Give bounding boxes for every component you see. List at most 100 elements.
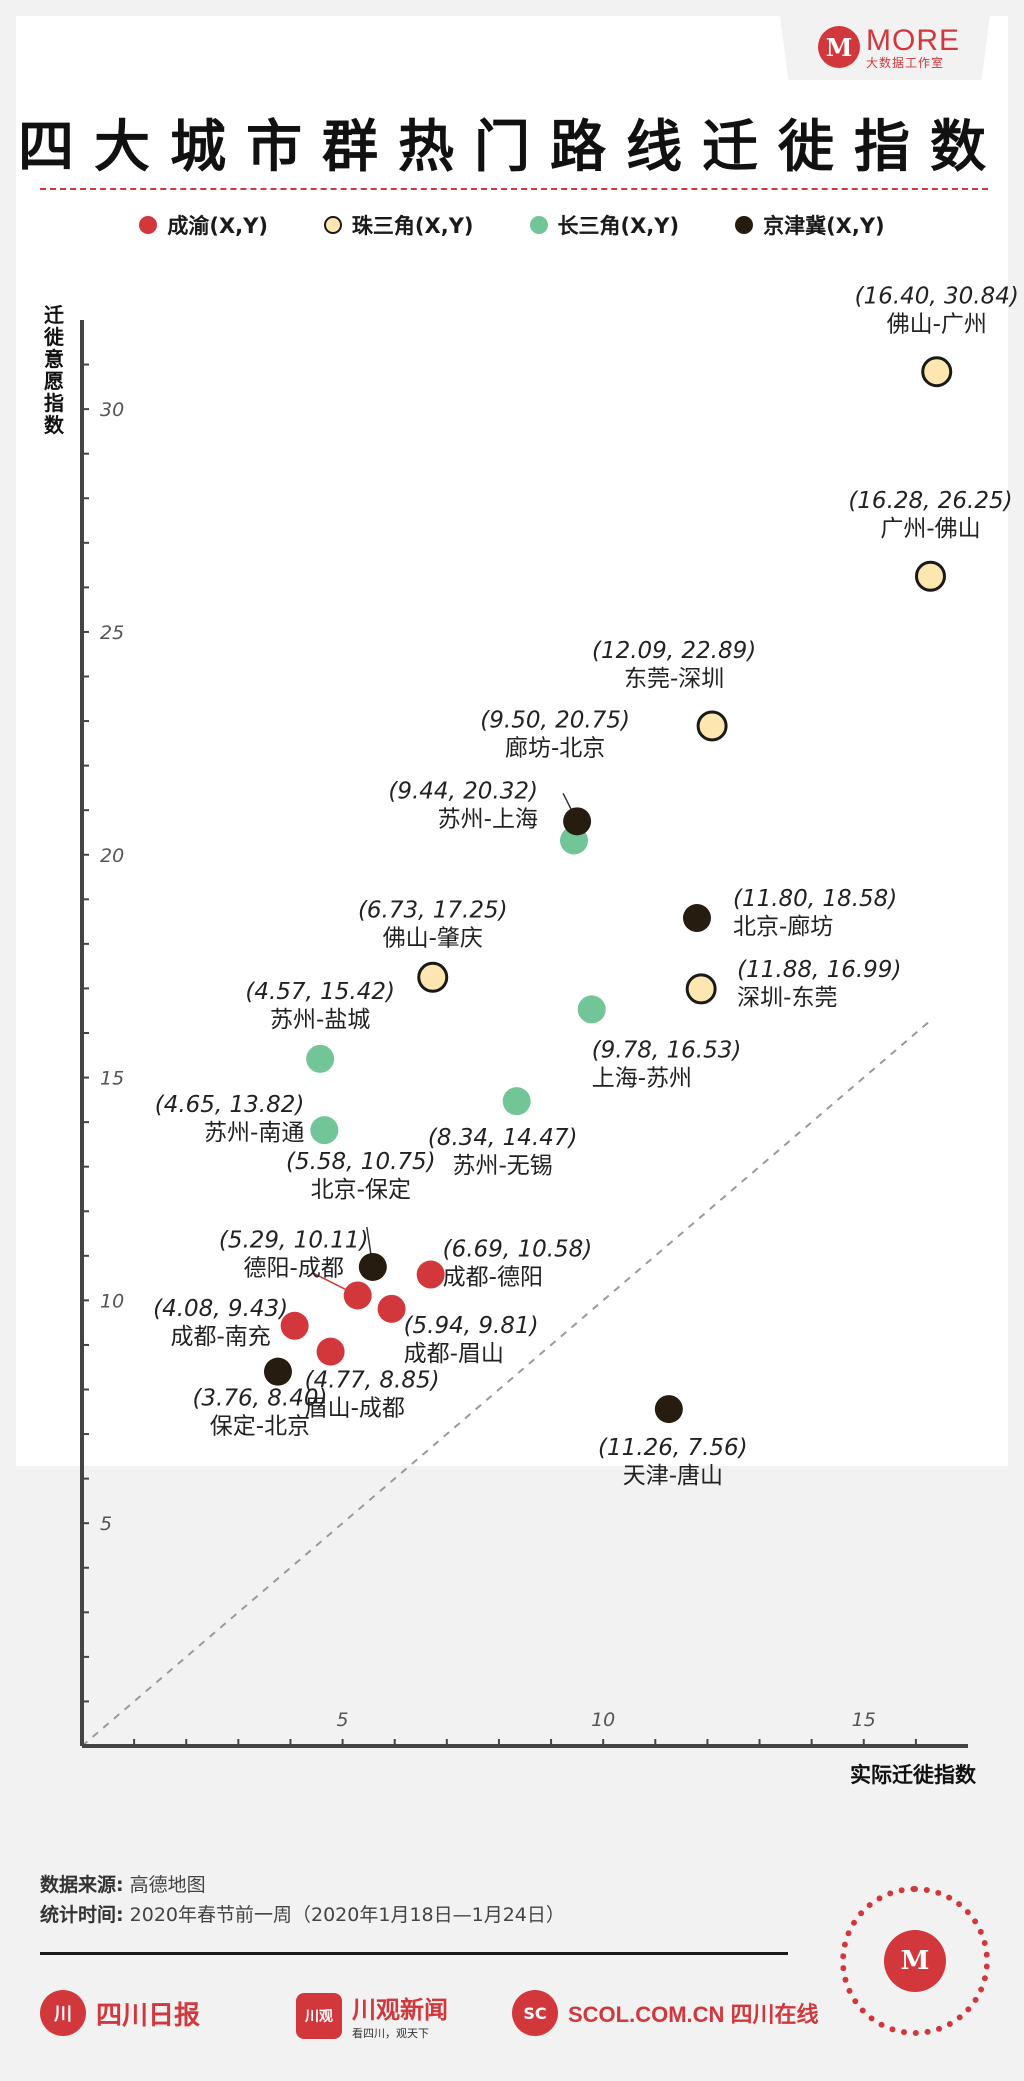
legend-item: 成渝(X,Y) [139, 210, 268, 240]
y-tick-label: 15 [100, 1068, 124, 1090]
more-logo-icon: M [818, 26, 860, 68]
partner-name: 川观新闻 [352, 1996, 448, 2024]
point-coord-label: (9.50, 20.75) [480, 707, 630, 733]
stat-time-label: 统计时间: [40, 1904, 124, 1926]
point-coord-label: (11.88, 16.99) [737, 957, 901, 983]
point-route-label: 佛山-广州 [887, 312, 987, 338]
point-route-label: 佛山-肇庆 [383, 925, 483, 951]
scatter-chart: 5 10 15 5 10 15 20 25 30 实际迁徙指数 迁徙意愿指数 (6.69, 10.58… [43, 284, 1019, 1787]
partner-sichuan-daily: 川 四川日报 [40, 1990, 200, 2036]
qr-code-icon[interactable]: M [840, 1886, 990, 2036]
point-route-label: 德阳-成都 [244, 1255, 344, 1281]
reference-line [81, 1018, 933, 1747]
legend-label: 珠三角(X,Y) [351, 214, 474, 238]
legend-label: 成渝(X,Y) [167, 214, 268, 238]
point-route-label: 天津-唐山 [623, 1463, 723, 1489]
point-coord-label: (5.94, 9.81) [404, 1313, 539, 1339]
legend-item: 京津冀(X,Y) [735, 210, 885, 240]
point-route-label: 成都-德阳 [443, 1265, 543, 1291]
point-route-label: 北京-廊坊 [733, 914, 833, 940]
sichuan-daily-logo-icon: 川 [40, 1990, 86, 2036]
point-coord-label: (12.09, 22.89) [592, 638, 756, 664]
brand-tab [780, 16, 990, 80]
data-point [377, 1294, 406, 1323]
point-coord-label: (9.78, 16.53) [592, 1037, 742, 1063]
scol-logo-icon: SC [512, 1990, 558, 2036]
partner-name: 四川日报 [96, 2000, 201, 2031]
point-coord-label: (4.08, 9.43) [153, 1296, 288, 1322]
point-route-label: 成都-眉山 [404, 1341, 504, 1367]
point-coord-label: (16.28, 26.25) [848, 488, 1012, 514]
data-source-label: 数据来源: [40, 1874, 124, 1896]
point-coord-label: (5.58, 10.75) [286, 1149, 436, 1175]
data-point [654, 1395, 683, 1424]
legend-swatch-chengyu [139, 216, 158, 234]
point-coord-label: (4.77, 8.85) [305, 1368, 440, 1394]
y-tick-label: 30 [100, 399, 124, 421]
x-axis-title: 实际迁徙指数 [850, 1763, 977, 1787]
legend-item: 珠三角(X,Y) [323, 210, 474, 240]
point-route-label: 廊坊-北京 [505, 735, 605, 761]
data-point [280, 1311, 309, 1340]
point-coord-label: (6.73, 17.25) [358, 897, 508, 923]
y-tick-label: 20 [100, 845, 124, 867]
footer-divider [40, 1952, 788, 1955]
chart-card [16, 16, 1008, 1466]
point-coord-label: (8.34, 14.47) [428, 1125, 578, 1151]
partner-tagline: 看四川，观天下 [352, 2027, 429, 2040]
data-point [696, 710, 728, 742]
qr-logo-icon: M [884, 1930, 946, 1992]
point-coord-label: (9.44, 20.32) [388, 778, 538, 804]
data-point [263, 1357, 292, 1386]
point-coord-label: (4.57, 15.42) [245, 979, 395, 1005]
partner-name: SCOL.COM.CN 四川在线 [568, 2002, 819, 2027]
data-point [343, 1281, 372, 1310]
y-tick-label: 10 [100, 1290, 124, 1312]
brand-subtitle: 大数据工作室 [866, 56, 945, 70]
point-coord-label: (11.26, 7.56) [598, 1435, 748, 1461]
point-route-label: 眉山-成都 [305, 1396, 405, 1422]
data-point [577, 995, 606, 1024]
data-point [306, 1044, 335, 1073]
point-coord-label: (5.29, 10.11) [219, 1227, 369, 1253]
stat-time-value: 2020年春节前一周（2020年1月18日—1月24日） [129, 1904, 565, 1926]
point-route-label: 苏州-上海 [438, 806, 538, 832]
page-title: 四大城市群热门路线迁徙指数 [18, 115, 1006, 180]
point-coord-label: (6.69, 10.58) [443, 1237, 593, 1263]
data-point [416, 1260, 445, 1289]
legend-label: 长三角(X,Y) [557, 214, 680, 238]
point-coord-label: (3.76, 8.40) [192, 1386, 327, 1412]
data-point [358, 1252, 387, 1281]
point-coord-label: (4.65, 13.82) [155, 1092, 305, 1118]
stat-time: 统计时间: 2020年春节前一周（2020年1月18日—1月24日） [40, 1900, 565, 1927]
point-route-label: 上海-苏州 [592, 1065, 692, 1091]
x-tick-label: 15 [852, 1709, 876, 1731]
data-point [316, 1337, 345, 1366]
y-tick-label: 25 [100, 622, 124, 644]
data-point [310, 1116, 339, 1145]
legend-swatch-zhusanjiao [323, 216, 342, 234]
data-point [921, 356, 953, 388]
data-point [417, 961, 449, 993]
data-point [682, 904, 711, 933]
legend-item: 长三角(X,Y) [529, 210, 680, 240]
point-coord-label: (16.40, 30.84) [855, 284, 1019, 310]
point-route-label: 苏州-南通 [204, 1120, 304, 1146]
point-route-label: 深圳-东莞 [737, 985, 837, 1011]
y-axis-title: 迁徙意愿指数 [43, 303, 65, 437]
data-source: 数据来源: 高德地图 [40, 1870, 206, 1897]
point-route-label: 苏州-盐城 [270, 1007, 370, 1033]
legend-label: 京津冀(X,Y) [763, 214, 885, 238]
legend-swatch-changsanjiao [529, 216, 548, 234]
point-route-label: 成都-南充 [170, 1324, 270, 1350]
point-route-label: 广州-佛山 [880, 516, 980, 542]
data-point [502, 1087, 531, 1116]
point-route-label: 苏州-无锡 [453, 1153, 553, 1179]
partner-scol: SC SCOL.COM.CN 四川在线 [512, 1990, 819, 2036]
y-tick-label: 5 [100, 1513, 112, 1535]
data-point [685, 973, 717, 1005]
legend-swatch-jingjinji [735, 216, 754, 234]
data-point [563, 807, 592, 836]
x-tick-label: 10 [591, 1709, 615, 1731]
data-point [914, 560, 946, 592]
